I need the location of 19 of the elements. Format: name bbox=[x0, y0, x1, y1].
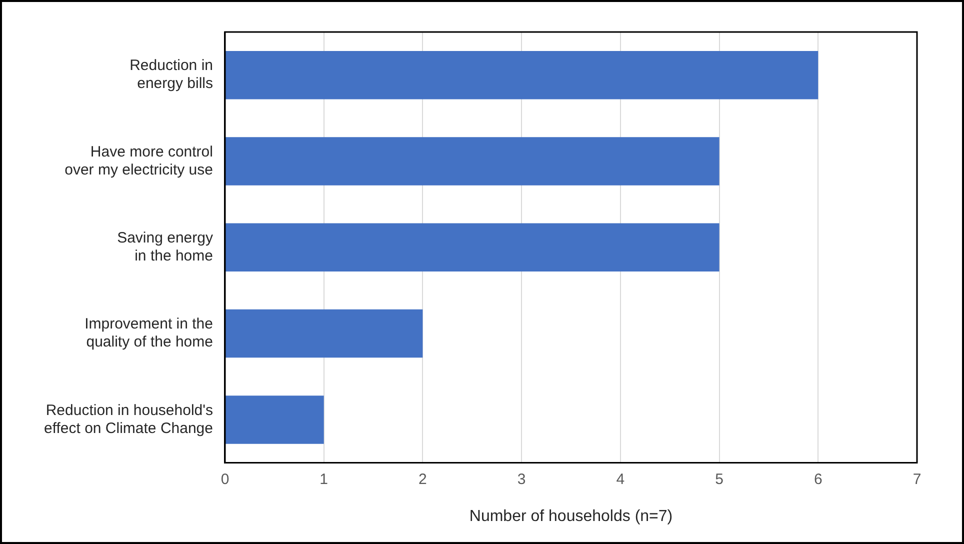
y-tick-label: Have more control over my electricity use bbox=[64, 143, 213, 178]
y-tick-label: Saving energy in the home bbox=[117, 230, 214, 265]
x-tick-label: 1 bbox=[320, 470, 328, 488]
y-tick-label: Improvement in the quality of the home bbox=[84, 316, 213, 351]
x-tick-label: 4 bbox=[616, 470, 625, 488]
bar bbox=[225, 396, 324, 444]
y-tick-label: Reduction in energy bills bbox=[130, 57, 213, 92]
bar bbox=[225, 137, 720, 186]
bar bbox=[225, 223, 720, 272]
x-tick-label: 3 bbox=[517, 470, 526, 488]
x-tick-label: 7 bbox=[912, 470, 922, 488]
bar bbox=[225, 309, 423, 358]
x-tick-label: 2 bbox=[418, 470, 427, 488]
x-tick-label: 6 bbox=[814, 470, 822, 488]
x-tick-label: 5 bbox=[715, 470, 724, 488]
bar bbox=[225, 50, 818, 100]
x-tick-label: 0 bbox=[220, 470, 230, 488]
y-tick-label: Reduction in household's effect on Climate Change bbox=[44, 402, 213, 437]
x-axis-title: Number of households (n=7) bbox=[469, 508, 673, 525]
